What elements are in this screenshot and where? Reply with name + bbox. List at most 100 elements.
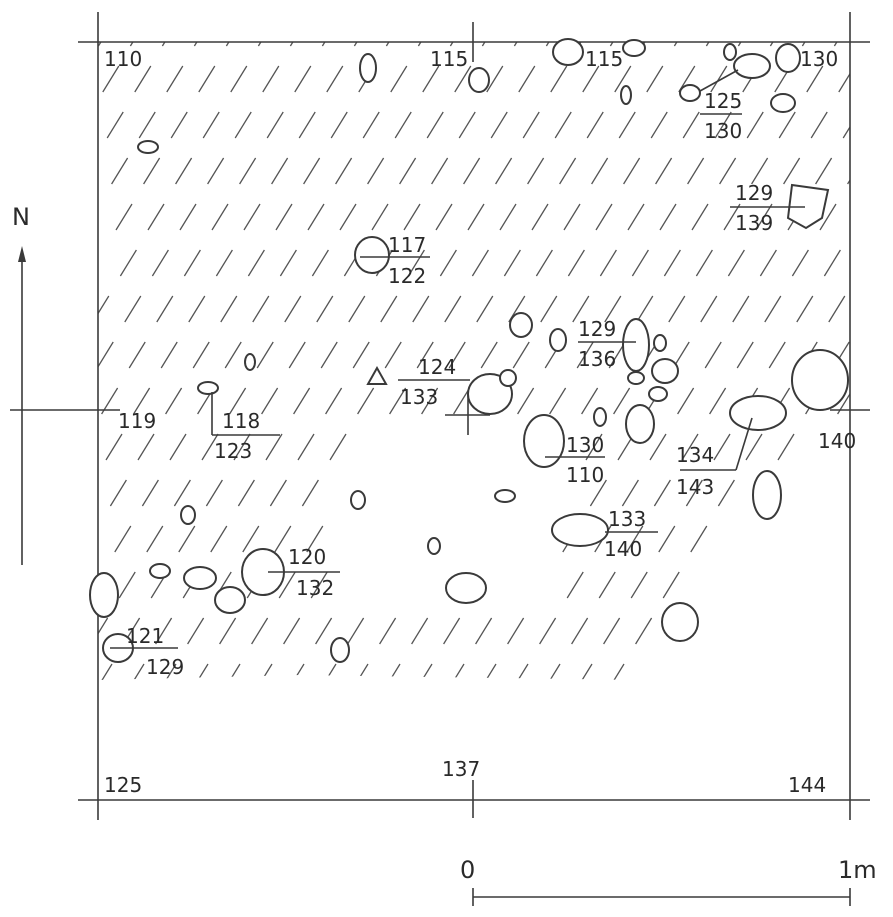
stone (183, 566, 217, 590)
north-label: N (12, 203, 30, 231)
hatch-stroke (699, 617, 717, 645)
hatch-stroke (635, 617, 653, 645)
hatch-stroke (156, 295, 174, 323)
hatch-stroke (287, 663, 305, 680)
hatch-stroke (717, 479, 735, 507)
hatch-stroke (192, 341, 210, 369)
hatch-stroke (554, 111, 572, 139)
hatch-stroke (448, 341, 466, 369)
hatch-stroke (320, 341, 338, 369)
hatch-stroke (704, 341, 722, 369)
hatch-stroke (229, 387, 247, 415)
stone (593, 407, 607, 427)
stone-label-top: 120 (288, 545, 326, 569)
hatch-stroke (613, 387, 631, 415)
stone-label-top: 121 (126, 624, 164, 648)
hatch-stroke (731, 617, 749, 645)
stone (620, 85, 632, 105)
hatch-stroke (599, 249, 617, 277)
hatch-stroke (416, 341, 434, 369)
hatch-stroke (767, 663, 785, 680)
hatch-stroke (178, 525, 196, 553)
hatch-stroke (415, 663, 433, 680)
stone (499, 369, 517, 387)
stone (733, 53, 771, 79)
hatch-stroke (851, 526, 867, 552)
hatch-stroke (732, 295, 750, 323)
hatch-stroke (781, 479, 799, 507)
stone (627, 371, 645, 385)
elevation-s: 137 (442, 757, 480, 781)
hatch-stroke (490, 111, 508, 139)
hatch-stroke (623, 157, 641, 185)
hatch-stroke (499, 203, 517, 231)
hatch-stroke (845, 479, 850, 507)
hatch-stroke (736, 341, 754, 369)
hatch-stroke (411, 617, 429, 645)
hatch-stroke (202, 111, 220, 139)
hatch-stroke (722, 525, 740, 553)
hatch-stroke (371, 203, 389, 231)
stone-label-bottom: 129 (146, 655, 184, 679)
hatch-stroke (160, 341, 178, 369)
hatch-stroke (294, 65, 312, 93)
stone-label-bottom: 140 (604, 537, 642, 561)
hatch-stroke (293, 387, 311, 415)
elevation-n: 115 (430, 47, 468, 71)
hatch-stroke (786, 525, 804, 553)
hatch-stroke (352, 341, 370, 369)
hatch-stroke (796, 295, 814, 323)
stone-label-bottom: 132 (296, 576, 334, 600)
hatch-stroke (650, 111, 668, 139)
stone (445, 572, 487, 604)
hatch-stroke (589, 479, 607, 507)
hatch-stroke (649, 433, 667, 461)
hatch-stroke (586, 111, 604, 139)
hatch-stroke (855, 572, 871, 598)
hatch-stroke (503, 249, 521, 277)
hatch-stroke (243, 203, 261, 231)
stone (137, 140, 159, 154)
hatch-stroke (219, 617, 237, 645)
hatch-stroke (860, 618, 876, 644)
hatch-stroke (435, 203, 453, 231)
hatch-stroke (822, 571, 840, 599)
hatch-stroke (114, 525, 132, 553)
label-leaders (110, 69, 805, 649)
hatch-stroke (347, 617, 365, 645)
elevation-w: 119 (118, 409, 156, 433)
stone (427, 537, 441, 555)
hatch-stroke (407, 249, 425, 277)
hatch-stroke (307, 203, 325, 231)
stone-label-top: 124 (418, 355, 456, 379)
hatch-stroke (607, 663, 625, 680)
elevation-sw: 125 (104, 773, 142, 797)
hatch-stroke (183, 249, 201, 277)
hatch-stroke (777, 433, 795, 461)
hatch-stroke (105, 433, 123, 461)
stone (661, 602, 699, 642)
hatch-stroke (759, 249, 777, 277)
hatch-stroke (723, 203, 741, 231)
hatch-stroke (348, 295, 366, 323)
hatch-stroke (224, 341, 242, 369)
stone (723, 43, 737, 61)
hatch-stroke (572, 295, 590, 323)
hatch-stroke (576, 341, 594, 369)
hatch-stroke (367, 157, 385, 185)
hatch-stroke (422, 65, 440, 93)
hatch-stroke (98, 295, 110, 323)
hatch-stroke (247, 249, 265, 277)
hatch-stroke (727, 249, 745, 277)
hatch-stroke (115, 203, 133, 231)
hatch-stroke (215, 249, 233, 277)
hatch-stroke (169, 433, 187, 461)
hatch-stroke (658, 525, 676, 553)
hatch-stroke (159, 663, 177, 680)
stone-label-bottom: 133 (400, 385, 438, 409)
hatch-stroke (815, 157, 833, 185)
hatch-stroke (791, 249, 809, 277)
stone (625, 404, 655, 444)
hatch-stroke (147, 203, 165, 231)
hatch-stroke (626, 525, 644, 553)
